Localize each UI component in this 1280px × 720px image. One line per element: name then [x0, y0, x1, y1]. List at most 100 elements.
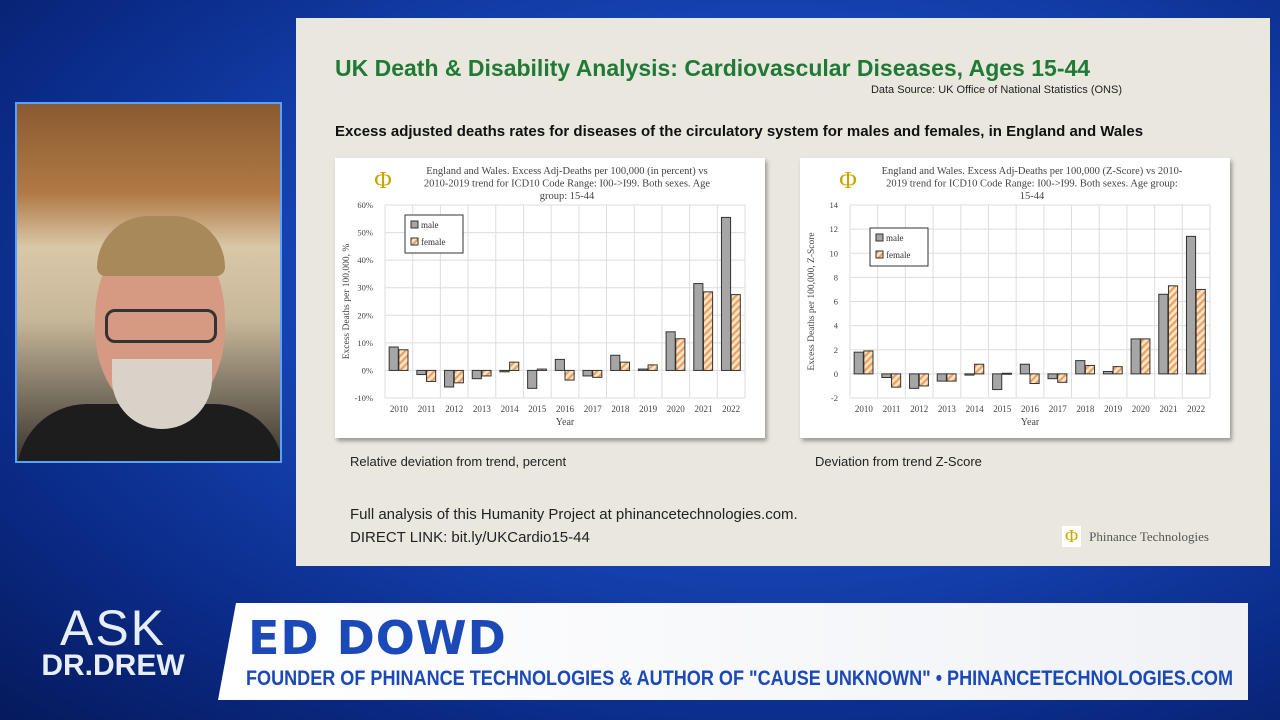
- bar-male-2019: [637, 368, 649, 371]
- webcam-video: [15, 102, 282, 463]
- y-tick-label: 20%: [357, 310, 373, 320]
- bar-female-2010: [863, 350, 874, 375]
- bar-female-2016: [564, 369, 575, 381]
- chart-title: 2019 trend for ICD10 Code Range: I00->I9…: [886, 179, 1178, 190]
- chart-title: 15-44: [1020, 191, 1045, 202]
- bar-male-2019: [1102, 370, 1114, 375]
- y-tick-label: 10: [830, 248, 839, 258]
- bar-male-2016: [554, 358, 565, 371]
- phi-logo-icon: Φ: [374, 168, 392, 194]
- speaker-hair: [97, 216, 225, 276]
- y-tick-label: 0: [834, 369, 838, 379]
- y-axis-label: Excess Deaths per 100,000, %: [342, 244, 352, 360]
- bar-male-2016: [1019, 363, 1030, 375]
- x-tick-label: 2017: [584, 404, 603, 414]
- bar-male-2017: [1047, 373, 1058, 380]
- data-source: Data Source: UK Office of National Stati…: [870, 84, 1122, 96]
- legend-swatch-female: [875, 250, 884, 259]
- x-tick-label: 2011: [418, 404, 436, 414]
- bar-female-2019: [647, 364, 658, 371]
- bar-female-2019: [1112, 366, 1123, 375]
- x-tick-label: 2018: [611, 404, 630, 414]
- x-tick-label: 2018: [1076, 404, 1095, 414]
- bar-female-2014: [974, 363, 985, 375]
- y-tick-label: 2: [834, 345, 838, 355]
- y-tick-label: 10%: [357, 338, 373, 348]
- caption-left: Relative deviation from trend, percent: [350, 454, 567, 469]
- x-tick-label: 2016: [1021, 404, 1040, 414]
- bar-male-2010: [853, 351, 864, 375]
- bar-female-2012: [918, 373, 929, 387]
- caption-right: Deviation from trend Z-Score: [815, 454, 982, 469]
- guest-role: FOUNDER OF PHINANCE TECHNOLOGIES & AUTHO…: [246, 667, 1233, 690]
- x-axis-label: Year: [1021, 417, 1040, 428]
- chart-title: 2010-2019 trend for ICD10 Code Range: I0…: [424, 179, 711, 190]
- y-tick-label: 6: [834, 297, 838, 307]
- bar-male-2017: [582, 369, 593, 377]
- bar-male-2014: [964, 373, 975, 376]
- bar-female-2017: [1057, 373, 1068, 383]
- bar-male-2022: [720, 216, 732, 371]
- legend-swatch-male: [410, 220, 419, 229]
- bar-female-2015: [1001, 372, 1012, 375]
- x-tick-label: 2019: [1104, 404, 1123, 414]
- y-tick-label: 8: [834, 272, 838, 282]
- y-tick-label: 50%: [357, 228, 373, 238]
- y-axis-label: Excess Deaths per 100,000, Z-Score: [807, 232, 817, 370]
- bar-female-2015: [536, 368, 547, 371]
- y-tick-label: 40%: [357, 255, 373, 265]
- x-tick-label: 2022: [722, 404, 740, 414]
- show-logo-drdrew: DR.DREW: [41, 649, 185, 682]
- bar-female-2022: [730, 294, 741, 371]
- bar-female-2012: [453, 369, 464, 384]
- x-tick-label: 2012: [445, 404, 463, 414]
- speaker-glasses: [105, 309, 217, 343]
- bar-female-2013: [946, 373, 957, 382]
- x-tick-label: 2020: [667, 404, 686, 414]
- bar-male-2018: [610, 354, 621, 371]
- bar-male-2010: [388, 346, 399, 371]
- bar-male-2012: [444, 369, 455, 388]
- logo-text: Phinance Technologies: [1089, 528, 1209, 544]
- bar-male-2018: [1075, 360, 1086, 375]
- x-tick-label: 2016: [556, 404, 575, 414]
- y-tick-label: -2: [831, 393, 838, 403]
- x-tick-label: 2014: [966, 404, 985, 414]
- slide-title: UK Death & Disability Analysis: Cardiova…: [335, 55, 1091, 81]
- bar-female-2020: [1140, 338, 1151, 375]
- bar-female-2018: [619, 361, 631, 371]
- x-tick-label: 2010: [390, 404, 409, 414]
- y-tick-label: 4: [834, 321, 839, 331]
- bar-female-2022: [1195, 288, 1206, 375]
- bar-male-2012: [909, 373, 920, 389]
- bar-male-2013: [936, 373, 947, 382]
- y-tick-label: -10%: [355, 393, 373, 403]
- legend-label-female: female: [421, 237, 445, 247]
- legend-label-male: male: [421, 220, 439, 230]
- phi-icon: Φ: [1062, 526, 1082, 547]
- bar-male-2011: [416, 369, 427, 376]
- bar-female-2011: [426, 369, 437, 382]
- x-tick-label: 2013: [473, 404, 492, 414]
- bar-male-2011: [881, 373, 892, 378]
- bar-male-2021: [1158, 293, 1169, 375]
- show-logo: ASK DR.DREW: [28, 603, 198, 682]
- x-tick-label: 2014: [501, 404, 519, 414]
- phinance-logo: Φ Phinance Technologies: [1062, 526, 1209, 547]
- bar-female-2020: [675, 338, 686, 371]
- slide-subtitle: Excess adjusted deaths rates for disease…: [335, 123, 1144, 140]
- bar-female-2014: [509, 361, 520, 371]
- bar-male-2021: [693, 283, 704, 371]
- bar-male-2015: [992, 373, 1003, 391]
- bar-female-2021: [1167, 285, 1179, 375]
- x-axis-label: Year: [556, 417, 575, 428]
- x-tick-label: 2010: [855, 404, 874, 414]
- bar-male-2014: [499, 369, 510, 373]
- x-tick-label: 2021: [1159, 404, 1177, 414]
- legend-label-male: male: [886, 233, 904, 243]
- percent-chart: Φ England and Wales. Excess Adj-Deaths pe…: [335, 158, 765, 438]
- bar-female-2013: [481, 369, 492, 377]
- bar-female-2021: [702, 291, 714, 371]
- y-tick-label: 0%: [362, 365, 373, 375]
- x-tick-label: 2015: [993, 404, 1012, 414]
